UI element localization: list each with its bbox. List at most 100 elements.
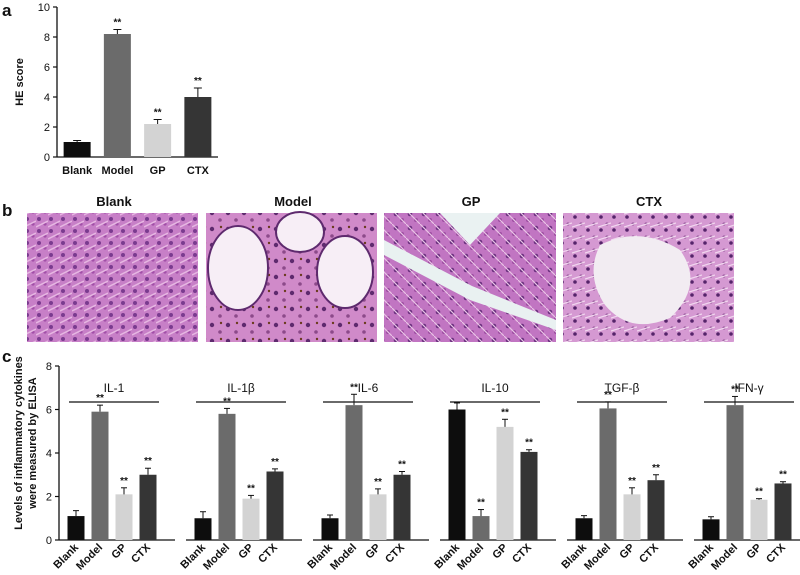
category-label: CTX — [383, 541, 408, 566]
category-label: GP — [109, 542, 129, 562]
category-label: GP — [363, 542, 383, 562]
y-tick-label: 8 — [46, 361, 52, 373]
bar-model — [472, 516, 490, 540]
significance-marker: ** — [652, 463, 660, 474]
group-label: IL-1β — [227, 381, 255, 395]
alveolar-space — [207, 225, 269, 311]
histology-images: Blank Model GP CTX — [27, 194, 734, 342]
bar-ctx — [647, 480, 665, 540]
alveolar-space — [275, 211, 325, 253]
group-label: IL-1 — [104, 381, 125, 395]
significance-marker: ** — [113, 18, 121, 29]
bar-model — [726, 405, 744, 540]
bar-gp — [115, 494, 133, 540]
image-blank — [27, 213, 198, 342]
panel-c-letter: c — [2, 347, 11, 366]
significance-marker: ** — [525, 438, 533, 449]
bar-blank — [194, 518, 212, 540]
bar-model — [103, 34, 131, 157]
bar-model — [91, 411, 109, 540]
bar-ctx — [393, 474, 411, 540]
he-score-chart: 0 2 4 6 8 10 HE score Blank ** Model ** GP ** CTX — [14, 2, 218, 177]
bar-blank — [575, 518, 593, 540]
y-tick-label: 8 — [44, 32, 50, 44]
significance-marker: ** — [374, 477, 382, 488]
y-tick-label: 0 — [46, 535, 52, 547]
significance-marker: ** — [120, 476, 128, 487]
y-axis-title-line1: Levels of inflammatory cytokines — [13, 356, 25, 530]
y-tick-label: 6 — [46, 405, 52, 417]
panel-b-letter: b — [2, 201, 12, 220]
y-tick-label: 0 — [44, 152, 50, 164]
significance-marker: ** — [96, 393, 104, 404]
category-label: CTX — [510, 541, 535, 566]
significance-marker: ** — [223, 396, 231, 407]
y-axis-title: HE score — [14, 58, 26, 106]
significance-marker: ** — [154, 108, 162, 119]
bar-blank — [702, 519, 720, 540]
significance-marker: ** — [604, 390, 612, 401]
category-label: Model — [455, 542, 486, 573]
category-label: Model — [582, 542, 613, 573]
category-label: GP — [490, 542, 510, 562]
bar-gp — [496, 426, 514, 540]
significance-marker: ** — [477, 498, 485, 509]
bar-gp — [750, 499, 768, 540]
category-label: CTX — [187, 165, 210, 177]
bar-blank — [63, 142, 91, 157]
image-label-gp: GP — [462, 194, 481, 209]
category-label: GP — [236, 542, 256, 562]
alveolar-space — [384, 240, 556, 330]
significance-marker: ** — [755, 487, 763, 498]
bar-gp — [623, 494, 641, 540]
bar-model — [345, 405, 363, 540]
significance-marker: ** — [247, 483, 255, 494]
category-label: GP — [744, 542, 764, 562]
bar-ctx — [184, 97, 212, 157]
y-tick-label: 2 — [44, 122, 50, 134]
bar-ctx — [520, 451, 538, 540]
image-label-ctx: CTX — [636, 194, 662, 209]
category-label: Model — [101, 165, 133, 177]
category-label: Model — [709, 542, 740, 573]
bar-ctx — [774, 483, 792, 540]
bar-ctx — [266, 471, 284, 540]
significance-marker: ** — [731, 384, 739, 395]
bar-model — [218, 413, 236, 540]
category-label: Model — [74, 542, 105, 573]
group-label: IFN-γ — [734, 381, 763, 395]
category-label: GP — [150, 165, 166, 177]
bar-blank — [321, 518, 339, 540]
significance-marker: ** — [144, 456, 152, 467]
bar-ctx — [139, 474, 157, 540]
category-label: CTX — [764, 541, 789, 566]
panel-a-letter: a — [2, 1, 12, 20]
alveolar-space — [593, 236, 691, 325]
group-label: IL-10 — [481, 381, 509, 395]
y-tick-label: 4 — [46, 448, 52, 460]
bar-blank — [448, 409, 466, 540]
alveolar-space — [316, 235, 374, 309]
bar-gp — [144, 124, 172, 157]
y-tick-label: 2 — [46, 492, 52, 504]
group-label: TGF-β — [605, 381, 640, 395]
histology-gp: GP — [384, 194, 556, 342]
histology-model: Model — [206, 194, 377, 342]
category-label: Blank — [62, 165, 93, 177]
y-tick-label: 4 — [44, 92, 50, 104]
y-tick-label: 10 — [38, 2, 50, 14]
significance-marker: ** — [779, 470, 787, 481]
image-label-blank: Blank — [96, 194, 132, 209]
bar-model — [599, 408, 617, 540]
y-tick-label: 6 — [44, 62, 50, 74]
histology-blank: Blank — [27, 194, 198, 342]
image-label-model: Model — [274, 194, 312, 209]
cytokine-chart: 0 2 4 6 8 Levels of inflammatory cytokines wer… — [13, 356, 800, 573]
category-label: CTX — [637, 541, 662, 566]
category-label: CTX — [256, 541, 281, 566]
y-axis-title-line2: were measured by ELISA — [27, 377, 39, 509]
bar-gp — [242, 498, 260, 540]
histology-ctx: CTX — [563, 194, 734, 342]
category-label: Model — [201, 542, 232, 573]
